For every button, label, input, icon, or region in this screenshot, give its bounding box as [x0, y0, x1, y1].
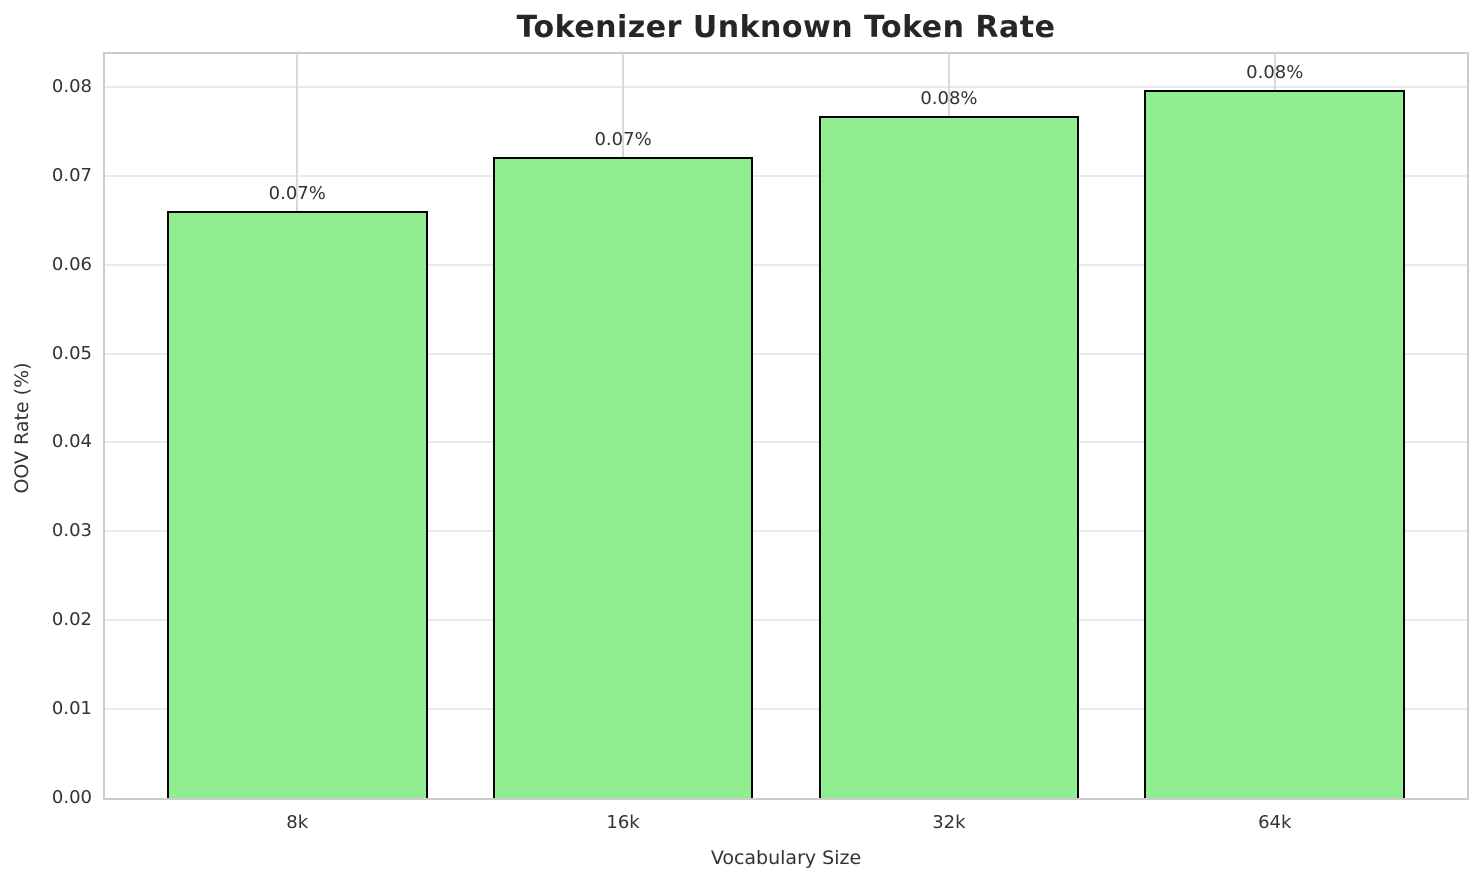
- y-tick-label: 0.07: [51, 164, 92, 186]
- bar-value-label: 0.07%: [594, 129, 652, 151]
- bar-value-label: 0.08%: [1246, 61, 1304, 83]
- chart-title: Tokenizer Unknown Token Rate: [516, 10, 1056, 45]
- gridline-horizontal: [105, 263, 1467, 266]
- bar-value-label: 0.07%: [268, 183, 326, 205]
- gridline-horizontal: [105, 352, 1467, 355]
- bar-64k: [1144, 89, 1406, 798]
- x-axis-label: Vocabulary Size: [710, 847, 862, 869]
- gridline-horizontal: [105, 85, 1467, 88]
- gridline-horizontal: [105, 174, 1467, 177]
- y-tick-label: 0.06: [51, 253, 92, 275]
- y-tick-label: 0.03: [51, 520, 92, 542]
- gridline-horizontal: [105, 619, 1467, 622]
- y-axis-label: OOV Rate (%): [11, 362, 33, 494]
- plot-area: 0.07% 0.07% 0.08% 0.08%: [103, 52, 1469, 800]
- y-tick-label: 0.00: [51, 787, 92, 808]
- x-tick-label: 16k: [606, 812, 640, 833]
- gridline-horizontal: [105, 530, 1467, 533]
- bar-16k: [492, 157, 754, 798]
- y-tick-label: 0.08: [51, 75, 92, 97]
- y-tick-label: 0.01: [51, 698, 92, 720]
- y-tick-label: 0.05: [51, 342, 92, 364]
- y-tick-label: 0.02: [51, 609, 92, 631]
- gridline-horizontal: [105, 708, 1467, 711]
- x-tick-label: 8k: [286, 812, 309, 833]
- bar-value-label: 0.08%: [920, 88, 978, 110]
- bar-32k: [818, 116, 1080, 798]
- x-tick-label: 32k: [932, 812, 966, 833]
- bar-8k: [166, 211, 428, 798]
- y-tick-label: 0.04: [51, 431, 92, 453]
- gridline-horizontal: [105, 441, 1467, 444]
- x-tick-label: 64k: [1258, 812, 1292, 833]
